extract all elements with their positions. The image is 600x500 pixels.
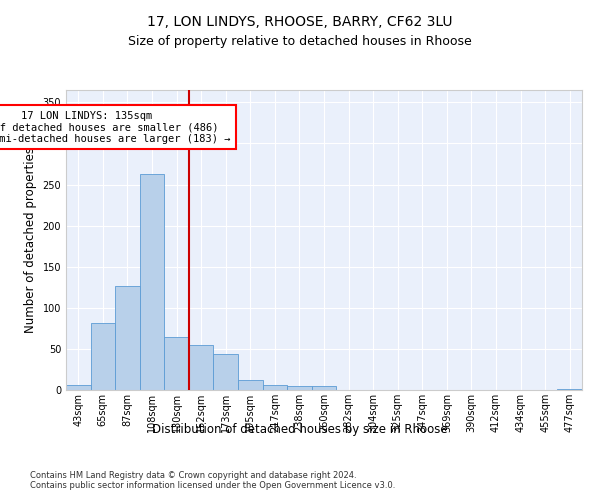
Text: Size of property relative to detached houses in Rhoose: Size of property relative to detached ho…	[128, 35, 472, 48]
Bar	[189, 345, 214, 390]
Bar	[214, 354, 238, 390]
Bar	[287, 386, 312, 390]
Bar	[557, 389, 582, 390]
Bar	[263, 385, 287, 390]
Bar	[115, 286, 140, 390]
Bar	[164, 336, 189, 390]
Text: 17 LON LINDYS: 135sqm
← 72% of detached houses are smaller (486)
27% of semi-det: 17 LON LINDYS: 135sqm ← 72% of detached …	[0, 110, 230, 144]
Bar	[312, 386, 336, 390]
Bar	[238, 380, 263, 390]
Y-axis label: Number of detached properties: Number of detached properties	[24, 147, 37, 333]
Text: 17, LON LINDYS, RHOOSE, BARRY, CF62 3LU: 17, LON LINDYS, RHOOSE, BARRY, CF62 3LU	[147, 15, 453, 29]
Text: Distribution of detached houses by size in Rhoose: Distribution of detached houses by size …	[152, 422, 448, 436]
Bar	[66, 385, 91, 390]
Text: Contains HM Land Registry data © Crown copyright and database right 2024.
Contai: Contains HM Land Registry data © Crown c…	[30, 470, 395, 490]
Bar	[91, 322, 115, 390]
Bar	[140, 174, 164, 390]
